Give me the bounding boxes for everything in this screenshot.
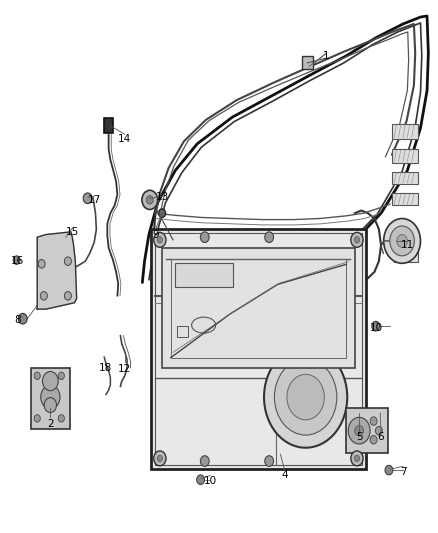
Text: 14: 14 [118,134,131,143]
Polygon shape [37,232,77,309]
Circle shape [370,435,377,444]
Circle shape [42,372,58,391]
Text: 1: 1 [323,51,330,61]
Text: 17: 17 [88,195,101,205]
Bar [394,249,418,262]
Text: 4: 4 [281,471,288,480]
Text: 18: 18 [99,363,112,373]
Circle shape [40,292,47,300]
Bar [302,56,313,69]
Circle shape [351,232,363,247]
Circle shape [355,425,364,436]
Text: 10: 10 [204,476,217,486]
Bar [392,124,418,139]
Circle shape [264,346,347,448]
Text: 5: 5 [356,432,363,442]
Circle shape [348,417,370,444]
Circle shape [385,465,393,475]
Circle shape [44,398,57,413]
Circle shape [157,237,162,243]
Circle shape [275,359,337,435]
Bar [171,259,346,358]
Text: 2: 2 [47,419,54,429]
Bar [394,229,418,243]
Circle shape [83,193,92,204]
Circle shape [200,456,209,466]
Circle shape [146,196,153,204]
Circle shape [18,313,27,324]
Bar [175,263,233,287]
Circle shape [41,385,60,409]
Text: 15: 15 [66,227,79,237]
Text: 6: 6 [378,432,385,442]
Circle shape [265,456,273,466]
Circle shape [38,260,45,268]
Bar [346,408,388,453]
Text: 12: 12 [118,364,131,374]
Text: 8: 8 [14,315,21,325]
Text: 10: 10 [370,323,383,333]
Circle shape [370,417,377,425]
Circle shape [58,372,64,379]
Circle shape [265,232,273,243]
Circle shape [64,292,71,300]
Circle shape [154,232,166,247]
Circle shape [287,374,325,420]
Text: 11: 11 [401,240,414,250]
Circle shape [13,256,20,264]
Text: 16: 16 [11,256,24,266]
Circle shape [354,237,360,243]
Circle shape [390,226,414,256]
Circle shape [351,451,363,466]
Circle shape [159,209,166,217]
Text: 7: 7 [399,467,406,477]
Ellipse shape [192,317,215,333]
Circle shape [154,451,166,466]
Bar [392,149,418,163]
Circle shape [384,219,420,263]
Bar [31,368,70,429]
Circle shape [157,455,162,462]
Circle shape [372,321,380,331]
Circle shape [197,475,205,484]
Bar [392,172,418,184]
Bar [151,229,366,469]
Circle shape [200,232,209,243]
Circle shape [375,426,382,435]
Bar [162,248,355,368]
Bar [155,233,362,465]
Bar [104,118,113,133]
Circle shape [142,190,158,209]
Circle shape [64,257,71,265]
Circle shape [354,455,360,462]
Circle shape [34,415,40,422]
Circle shape [34,372,40,379]
Text: 9: 9 [152,230,159,239]
Bar [392,193,418,205]
Circle shape [58,415,64,422]
Bar [177,326,188,337]
Text: 13: 13 [155,192,169,202]
Circle shape [397,235,407,247]
